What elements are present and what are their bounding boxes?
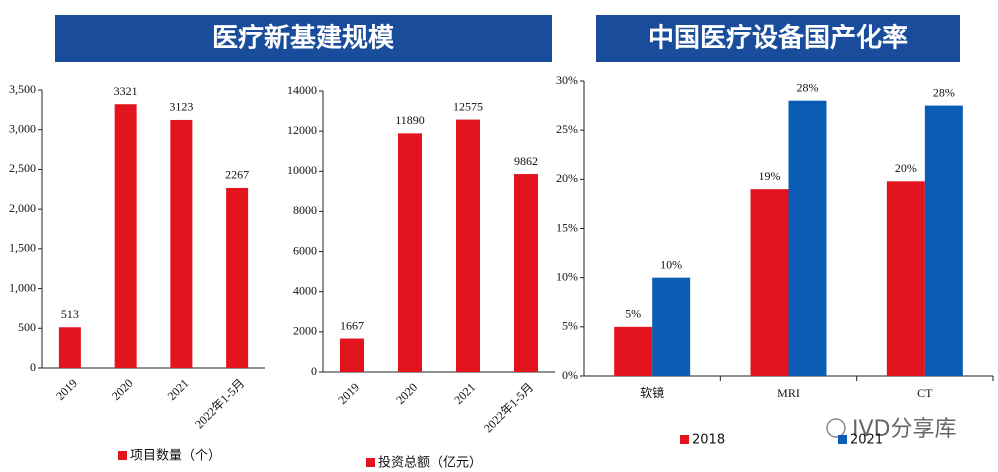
bar bbox=[614, 326, 653, 376]
bar bbox=[750, 189, 789, 376]
y-tick-label: 500 bbox=[18, 320, 36, 334]
x-tick-label: 软镜 bbox=[640, 385, 664, 400]
y-tick-label: 3,500 bbox=[9, 82, 36, 96]
banner bbox=[55, 15, 552, 62]
bar bbox=[170, 119, 193, 368]
y-tick-label: 0 bbox=[30, 360, 36, 374]
y-tick-label: 2000 bbox=[293, 324, 317, 338]
y-tick-label: 30% bbox=[556, 73, 578, 87]
legend-swatch bbox=[118, 451, 127, 460]
data-label: 10% bbox=[660, 257, 682, 271]
legend-label: 项目数量（个） bbox=[130, 449, 221, 464]
y-tick-label: 1,500 bbox=[9, 241, 36, 255]
banner-title: 医疗新基建规模 bbox=[212, 23, 395, 54]
y-tick-label: 2,000 bbox=[9, 201, 36, 215]
x-tick-label: 2022年1-5月 bbox=[481, 380, 536, 435]
bar bbox=[398, 133, 422, 372]
data-label: 3321 bbox=[114, 84, 138, 98]
x-tick-label: 2021 bbox=[451, 380, 478, 407]
data-label: 2267 bbox=[225, 168, 249, 182]
x-tick-label: 2019 bbox=[53, 376, 80, 403]
bar bbox=[456, 119, 480, 373]
y-tick-label: 0 bbox=[311, 364, 317, 378]
data-label: 28% bbox=[933, 85, 955, 99]
y-tick-label: 8000 bbox=[293, 203, 317, 217]
bar bbox=[652, 277, 691, 376]
x-tick-label: CT bbox=[917, 386, 933, 400]
legend-swatch bbox=[680, 435, 689, 444]
legend-swatch bbox=[366, 458, 375, 467]
data-label: 3123 bbox=[169, 100, 193, 114]
watermark-text: IVD分享库 bbox=[852, 417, 956, 442]
data-label: 11890 bbox=[395, 113, 425, 127]
banner-title: 中国医疗设备国产化率 bbox=[648, 23, 908, 54]
y-tick-label: 15% bbox=[556, 220, 578, 234]
watermark-icon bbox=[826, 418, 846, 438]
bar bbox=[788, 100, 827, 377]
data-label: 12575 bbox=[453, 99, 483, 113]
bar bbox=[924, 105, 963, 376]
bar bbox=[886, 181, 925, 376]
x-tick-label: MRI bbox=[777, 386, 800, 400]
bar bbox=[114, 104, 137, 368]
y-tick-label: 10% bbox=[556, 269, 578, 283]
bar bbox=[58, 327, 81, 368]
x-tick-label: 2020 bbox=[109, 376, 136, 403]
data-label: 1667 bbox=[340, 318, 364, 332]
legend-swatch bbox=[838, 435, 847, 444]
y-tick-label: 1,000 bbox=[9, 280, 36, 294]
data-label: 19% bbox=[759, 169, 781, 183]
y-tick-label: 4000 bbox=[293, 283, 317, 297]
y-tick-label: 0% bbox=[562, 368, 578, 382]
legend-label: 2021 bbox=[850, 433, 883, 448]
data-label: 28% bbox=[797, 80, 819, 94]
y-tick-label: 3,000 bbox=[9, 121, 36, 135]
x-tick-label: 2020 bbox=[393, 380, 420, 407]
legend-label: 投资总额（亿元） bbox=[378, 455, 482, 471]
bar bbox=[340, 338, 364, 372]
y-tick-label: 2,500 bbox=[9, 161, 36, 175]
bar bbox=[226, 187, 249, 368]
y-tick-label: 6000 bbox=[293, 243, 317, 257]
legend-label: 2018 bbox=[692, 433, 725, 448]
data-label: 9862 bbox=[514, 154, 538, 168]
watermark: IVD分享库 bbox=[826, 417, 956, 442]
banner bbox=[596, 15, 960, 62]
y-tick-label: 25% bbox=[556, 122, 578, 136]
x-tick-label: 2022年1-5月 bbox=[192, 376, 247, 431]
y-tick-label: 14000 bbox=[287, 83, 317, 97]
bar bbox=[514, 174, 538, 372]
x-tick-label: 2019 bbox=[335, 380, 362, 407]
data-label: 20% bbox=[895, 161, 917, 175]
y-tick-label: 12000 bbox=[287, 123, 317, 137]
data-label: 513 bbox=[61, 307, 79, 321]
y-tick-label: 10000 bbox=[287, 163, 317, 177]
y-tick-label: 20% bbox=[556, 171, 578, 185]
data-label: 5% bbox=[625, 307, 641, 321]
y-tick-label: 5% bbox=[562, 319, 578, 333]
x-tick-label: 2021 bbox=[165, 376, 192, 403]
